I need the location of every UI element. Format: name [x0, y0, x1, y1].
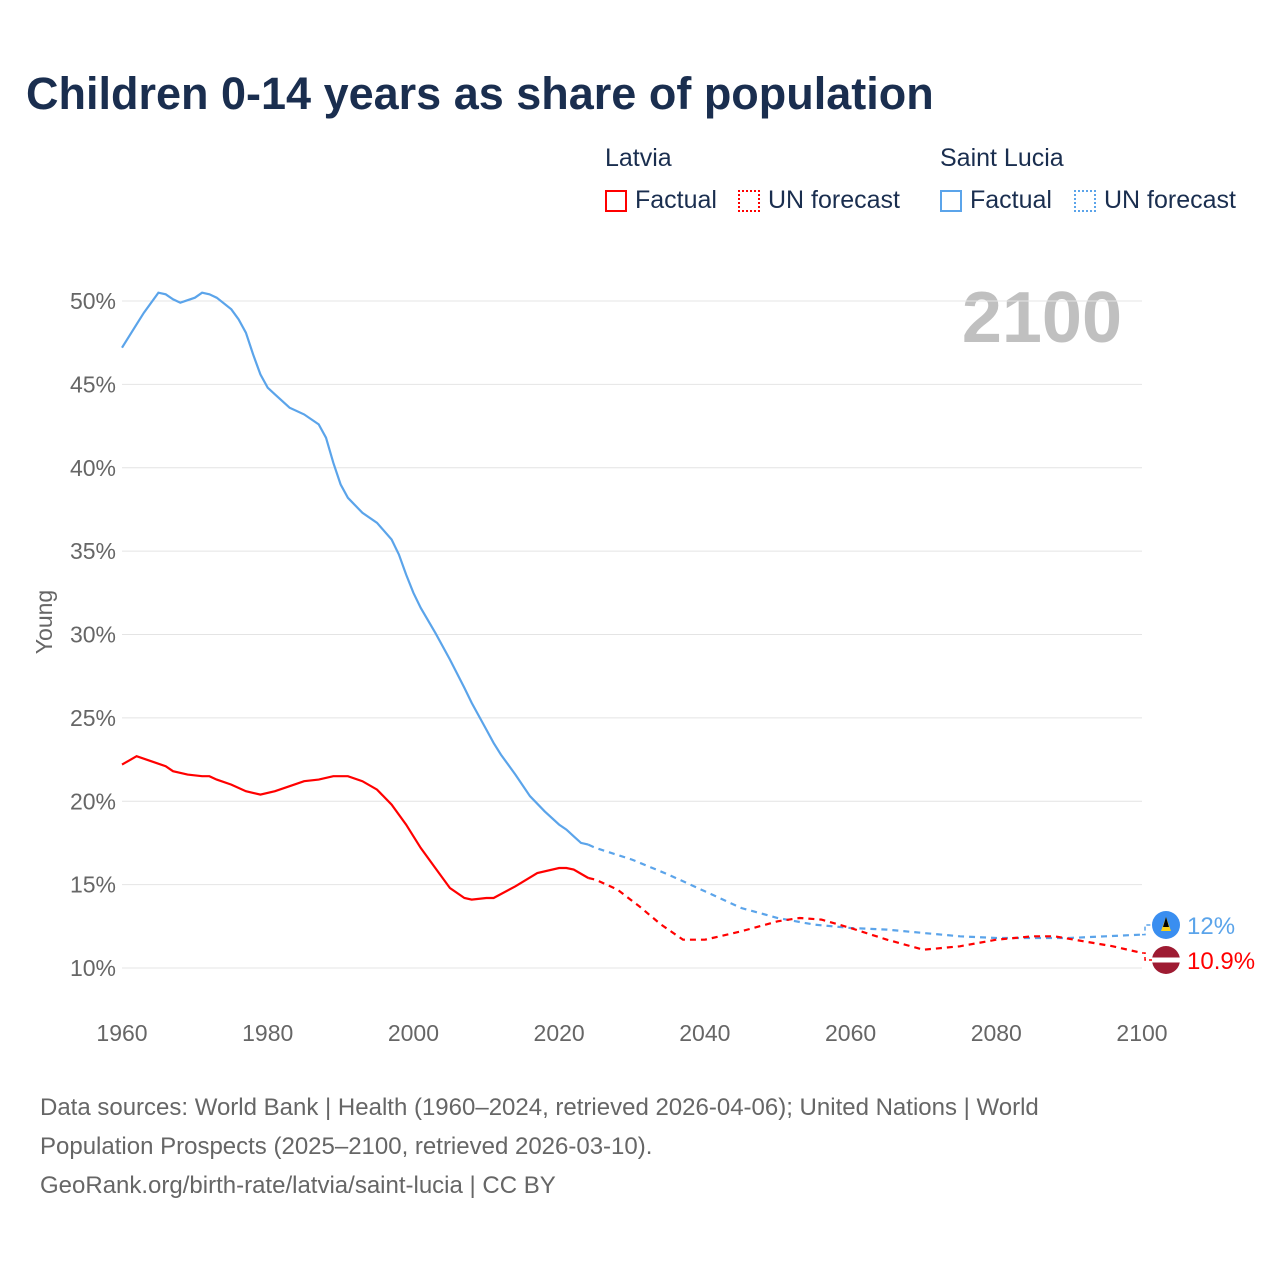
legend-label: UN forecast — [1104, 186, 1236, 214]
latvia-end-connector — [1142, 952, 1152, 961]
x-tick-label: 2040 — [679, 1020, 730, 1046]
x-tick-label: 2020 — [534, 1020, 585, 1046]
y-tick-label: 45% — [70, 371, 116, 397]
x-tick-label: 2100 — [1116, 1020, 1167, 1046]
saint-lucia-end-value: 12% — [1187, 913, 1235, 940]
year-watermark: 2100 — [962, 278, 1122, 358]
chart-title: Children 0-14 years as share of populati… — [26, 68, 934, 119]
footer-sources-2: Population Prospects (2025–2100, retriev… — [40, 1133, 653, 1160]
x-tick-label: 2000 — [388, 1020, 439, 1046]
saint-lucia-forecast-line — [587, 843, 1143, 940]
solid-swatch-icon — [605, 189, 627, 212]
dotted-swatch-icon — [1074, 189, 1096, 212]
dotted-swatch-icon — [738, 189, 760, 212]
footer-link[interactable]: GeoRank.org/birth-rate/latvia/saint-luci… — [40, 1172, 556, 1199]
legend-latvia-title: Latvia — [605, 144, 672, 172]
saint-lucia-factual-line — [121, 291, 589, 846]
legend-latvia-forecast[interactable]: UN forecast — [738, 186, 900, 215]
legend-label: Factual — [970, 186, 1052, 214]
x-tick-label: 1980 — [242, 1020, 293, 1046]
legend-saint-lucia-factual[interactable]: Factual — [940, 186, 1052, 215]
solid-swatch-icon — [940, 189, 962, 212]
y-tick-label: 25% — [70, 705, 116, 731]
footer-sources-1: Data sources: World Bank | Health (1960–… — [40, 1094, 1039, 1121]
flag-stripe — [1152, 957, 1180, 963]
y-tick-label: 10% — [70, 955, 116, 981]
y-tick-label: 30% — [70, 622, 116, 648]
y-axis-label: Young — [31, 590, 57, 654]
x-tick-label: 2080 — [971, 1020, 1022, 1046]
x-tick-label: 2060 — [825, 1020, 876, 1046]
latvia-end-value: 10.9% — [1187, 948, 1255, 975]
x-tick-label: 1960 — [96, 1020, 147, 1046]
latvia-factual-line — [121, 754, 589, 901]
y-tick-label: 50% — [70, 288, 116, 314]
y-tick-label: 15% — [70, 872, 116, 898]
saint-lucia-end-connector — [1142, 924, 1152, 936]
y-tick-label: 20% — [70, 788, 116, 814]
legend-saint-lucia-forecast[interactable]: UN forecast — [1074, 186, 1236, 215]
footer: Data sources: World Bank | Health (1960–… — [40, 1088, 1039, 1205]
latvia-forecast-line — [588, 876, 1143, 955]
y-tick-label: 40% — [70, 455, 116, 481]
flag-triangle-inner — [1163, 917, 1169, 927]
legend-label: Factual — [635, 186, 717, 214]
legend-saint-lucia-title: Saint Lucia — [940, 144, 1064, 172]
legend-latvia-factual[interactable]: Factual — [605, 186, 717, 215]
legend-label: UN forecast — [768, 186, 900, 214]
y-tick-label: 35% — [70, 538, 116, 564]
